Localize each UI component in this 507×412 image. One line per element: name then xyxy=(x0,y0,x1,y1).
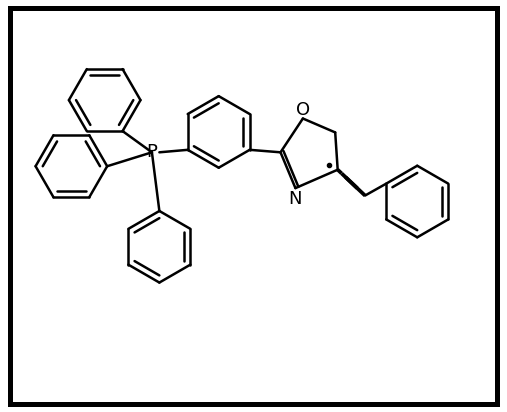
Text: O: O xyxy=(296,101,310,119)
Text: P: P xyxy=(147,143,157,162)
Text: N: N xyxy=(288,190,302,208)
